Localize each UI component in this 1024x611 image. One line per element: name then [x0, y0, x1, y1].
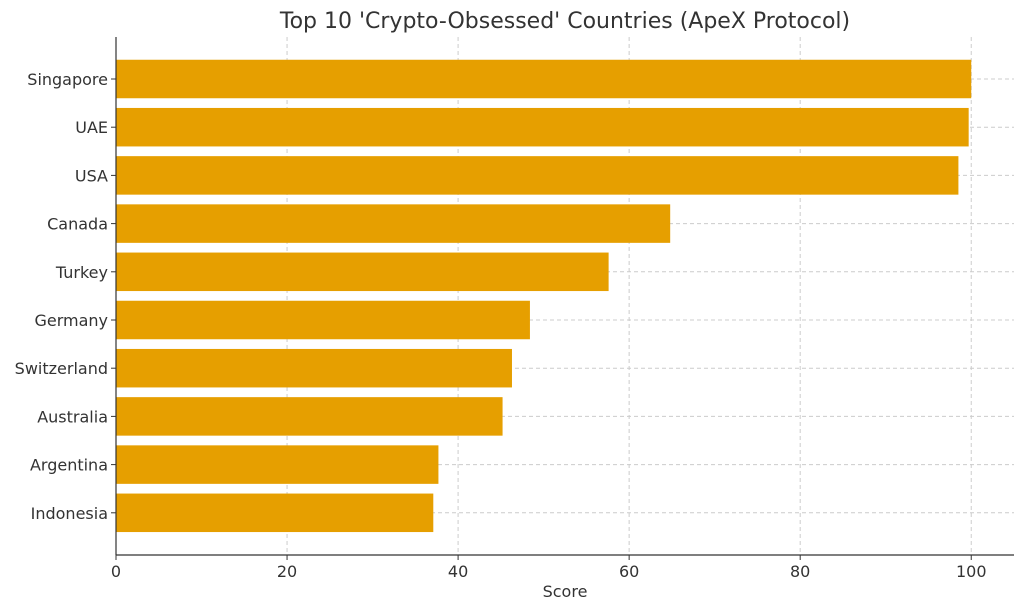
axes — [111, 37, 1014, 560]
y-tick-label: USA — [75, 166, 108, 185]
bar-uae — [116, 107, 969, 147]
bar-switzerland — [116, 348, 512, 388]
x-axis-label: Score — [543, 582, 588, 601]
y-tick-label: Singapore — [27, 70, 108, 89]
bar-argentina — [116, 445, 439, 484]
bar-canada — [116, 204, 671, 243]
x-tick-label: 60 — [619, 562, 639, 581]
x-tick-label: 80 — [790, 562, 810, 581]
y-tick-label: Switzerland — [15, 359, 108, 378]
y-tick-labels: Singapore UAE USA Canada Turkey Germany Switze… — [15, 70, 108, 523]
y-tick-label: Argentina — [30, 456, 108, 475]
y-tick-label: Australia — [37, 407, 108, 426]
y-tick-label: Germany — [34, 311, 108, 330]
bar-australia — [116, 397, 503, 436]
bar-indonesia — [116, 493, 434, 533]
y-tick-label: Indonesia — [31, 504, 108, 523]
x-tick-label: 40 — [448, 562, 468, 581]
y-tick-label: Turkey — [55, 263, 108, 282]
x-tick-label: 0 — [111, 562, 121, 581]
bars — [116, 59, 972, 533]
bar-singapore — [116, 59, 972, 99]
bar-usa — [116, 156, 959, 195]
bar-germany — [116, 300, 530, 340]
x-tick-label: 20 — [277, 562, 297, 581]
x-tick-label: 100 — [956, 562, 987, 581]
y-tick-label: UAE — [75, 118, 108, 137]
x-tick-labels: 0 20 40 60 80 100 — [111, 562, 987, 581]
y-tick-label: Canada — [47, 215, 108, 234]
bar-turkey — [116, 252, 609, 292]
chart-title: Top 10 'Crypto-Obsessed' Countries (ApeX… — [279, 9, 850, 34]
